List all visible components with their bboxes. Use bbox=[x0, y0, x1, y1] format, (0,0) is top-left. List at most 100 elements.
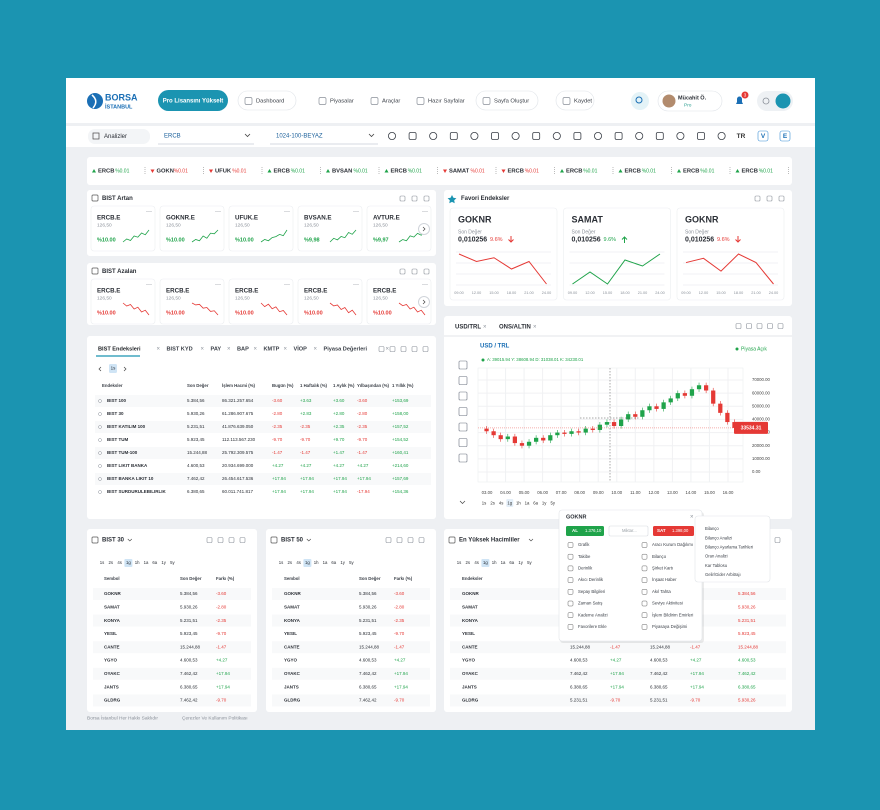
shortcut-label[interactable]: TR bbox=[737, 133, 746, 140]
nav-label[interactable]: Sayfa Oluştur bbox=[494, 99, 529, 105]
menu-item[interactable]: Akıcı Derinlik bbox=[578, 577, 604, 582]
nav-label[interactable]: Araçlar bbox=[382, 99, 400, 105]
range-button[interactable]: 4s bbox=[474, 560, 479, 565]
tab-close[interactable]: × bbox=[227, 347, 231, 353]
tool-icon[interactable] bbox=[511, 131, 520, 140]
panel-icon[interactable] bbox=[766, 195, 773, 202]
range-button[interactable]: 1y bbox=[340, 560, 345, 565]
row-toggle[interactable] bbox=[98, 438, 102, 442]
range-button[interactable]: 4s bbox=[117, 560, 122, 565]
range-button[interactable]: 1h bbox=[492, 560, 497, 565]
panel-icon[interactable] bbox=[228, 537, 235, 543]
tool-icon[interactable] bbox=[408, 132, 417, 140]
footer-link[interactable]: Çerezler Ve Kullanım Politikası bbox=[182, 715, 248, 721]
tool-icon[interactable] bbox=[470, 131, 479, 140]
panel-icon[interactable] bbox=[767, 323, 773, 329]
range-button[interactable]: 1a bbox=[323, 560, 328, 565]
stock-card[interactable] bbox=[297, 278, 363, 325]
drawing-tool[interactable] bbox=[458, 407, 468, 416]
range-button[interactable]: 1g bbox=[507, 501, 512, 506]
stock-card[interactable] bbox=[297, 205, 363, 252]
range-button[interactable]: 1h bbox=[314, 560, 319, 565]
range-button[interactable]: 1a bbox=[525, 501, 530, 506]
range-button[interactable]: 5y bbox=[170, 560, 175, 565]
panel-icon[interactable] bbox=[411, 195, 418, 202]
nav-item[interactable] bbox=[475, 90, 539, 111]
submenu-item[interactable]: Bilanço bbox=[705, 526, 719, 531]
tool-icon[interactable] bbox=[532, 132, 541, 140]
stock-card[interactable] bbox=[366, 278, 432, 325]
range-button[interactable]: 1h bbox=[135, 560, 140, 565]
stock-card[interactable] bbox=[228, 205, 294, 252]
tab-close[interactable]: × bbox=[386, 347, 390, 353]
stock-card[interactable] bbox=[159, 205, 225, 252]
panel-icon[interactable] bbox=[399, 195, 406, 202]
tool-icon[interactable] bbox=[655, 132, 664, 140]
panel-icon[interactable] bbox=[735, 323, 742, 329]
panel-icon[interactable] bbox=[407, 537, 414, 543]
symbol-select[interactable]: ERCB bbox=[164, 134, 181, 140]
menu-item[interactable]: Piyasaya Değişimi bbox=[652, 624, 687, 629]
analyses-button[interactable] bbox=[88, 129, 150, 144]
row-toggle[interactable] bbox=[98, 477, 102, 481]
stock-card[interactable] bbox=[90, 205, 156, 252]
menu-item[interactable]: Aracı Kurum Dağılımı bbox=[652, 542, 693, 547]
search-button[interactable] bbox=[631, 92, 649, 110]
range-button[interactable]: 5y bbox=[551, 501, 556, 506]
upgrade-label[interactable]: Pro Lisansını Yükselt bbox=[163, 99, 224, 105]
tab-close[interactable]: × bbox=[254, 347, 258, 353]
range-button[interactable]: 6a bbox=[509, 560, 514, 565]
menu-item[interactable]: Kademe Analizi bbox=[578, 612, 608, 617]
tool-icon[interactable] bbox=[552, 131, 561, 140]
range-button[interactable]: 2s bbox=[490, 501, 495, 506]
range-button[interactable]: 1y bbox=[542, 501, 547, 506]
tab-close[interactable]: × bbox=[201, 347, 205, 353]
user-menu[interactable] bbox=[657, 90, 723, 112]
range-button[interactable]: 1s bbox=[100, 560, 105, 565]
panel-icon[interactable] bbox=[400, 346, 407, 352]
bell-icon[interactable] bbox=[736, 96, 743, 104]
table-tab[interactable]: BIST KYD bbox=[167, 346, 193, 352]
range-button[interactable]: 2s bbox=[288, 560, 293, 565]
range-button[interactable]: 1s bbox=[111, 366, 117, 371]
shortcut-label[interactable]: E bbox=[783, 133, 788, 140]
menu-item[interactable]: Şirket Kartı bbox=[652, 566, 673, 571]
tab-close[interactable]: × bbox=[483, 325, 487, 331]
tab-close[interactable]: × bbox=[314, 347, 318, 353]
stock-card[interactable] bbox=[366, 205, 432, 252]
analyses-label[interactable]: Analizler bbox=[104, 134, 127, 140]
stock-card[interactable] bbox=[90, 278, 156, 325]
drawing-tool[interactable] bbox=[458, 422, 468, 432]
menu-item[interactable]: İnşaat Haber bbox=[652, 577, 677, 582]
range-button[interactable]: 6a bbox=[533, 501, 538, 506]
tool-icon[interactable] bbox=[594, 131, 603, 140]
range-button[interactable]: 1y bbox=[518, 560, 523, 565]
nav-item[interactable] bbox=[237, 90, 297, 111]
panel-icon[interactable] bbox=[423, 195, 430, 202]
panel-icon[interactable] bbox=[239, 537, 246, 543]
range-button[interactable]: 2s bbox=[466, 560, 471, 565]
range-button[interactable]: 2s bbox=[109, 560, 114, 565]
panel-icon[interactable] bbox=[777, 323, 784, 329]
range-button[interactable]: 1s bbox=[482, 501, 487, 506]
tool-icon[interactable] bbox=[573, 132, 582, 140]
panel-icon[interactable] bbox=[774, 537, 781, 543]
menu-item[interactable]: Sepay Bilgileri bbox=[578, 589, 605, 594]
template-select[interactable]: 1024-100-BEYAZ bbox=[276, 134, 323, 140]
submenu-item[interactable]: Bilanço Analizi bbox=[705, 535, 732, 540]
buy-button[interactable] bbox=[566, 526, 604, 536]
scroll-button[interactable] bbox=[418, 296, 430, 308]
nav-label[interactable]: Dashboard bbox=[256, 99, 284, 105]
drawing-tool[interactable] bbox=[458, 360, 468, 370]
stock-card[interactable] bbox=[159, 278, 225, 325]
table-tab[interactable]: BIST Endeksleri bbox=[98, 346, 141, 352]
range-button[interactable]: 4s bbox=[499, 501, 504, 506]
range-button[interactable]: 5y bbox=[349, 560, 354, 565]
panel-icon[interactable] bbox=[756, 323, 763, 329]
table-tab[interactable]: BAP bbox=[237, 346, 249, 352]
table-tab[interactable]: PAY bbox=[211, 346, 222, 352]
range-button[interactable]: 1a bbox=[501, 560, 506, 565]
panel-icon[interactable] bbox=[389, 346, 396, 352]
range-button[interactable]: 4s bbox=[296, 560, 301, 565]
chart-tab[interactable]: ONS/ALTIN bbox=[499, 325, 531, 331]
